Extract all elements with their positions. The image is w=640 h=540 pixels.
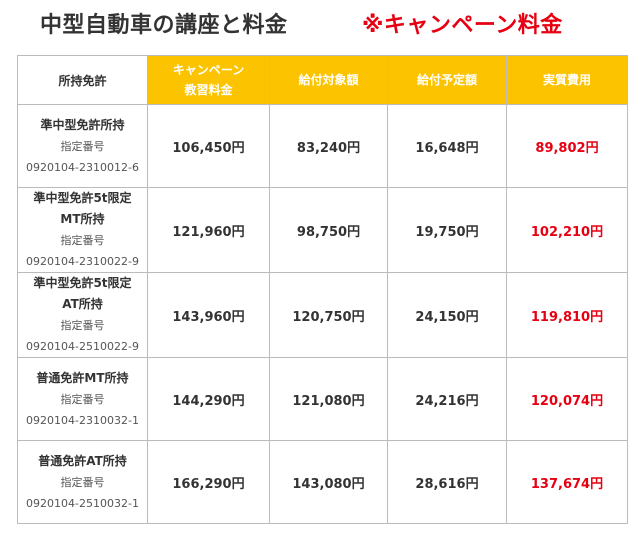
designation-label: 指定番号 <box>60 139 105 153</box>
header-row: 所持免許 キャンペーン 教習料金 給付対象額 給付予定額 実質費用 <box>17 55 628 105</box>
designation-label: 指定番号 <box>60 234 105 247</box>
table-row: 普通免許AT所持 指定番号 0920104-2510032-1 166,290円… <box>17 440 628 524</box>
campaign-fee-cell: 106,450円 <box>147 104 270 188</box>
header-campaign-fee: キャンペーン 教習料金 <box>147 55 270 105</box>
course-name-line2: MT所持 <box>60 212 105 226</box>
campaign-fee-cell: 144,290円 <box>147 357 270 441</box>
designation-number: 0920104-2310012-6 <box>26 160 139 174</box>
course-cell: 準中型免許所持 指定番号 0920104-2310012-6 <box>17 104 148 188</box>
subsidy-planned-cell: 16,648円 <box>387 104 507 188</box>
subsidy-base-cell: 121,080円 <box>269 357 388 441</box>
page-header: 中型自動車の講座と料金 ※キャンペーン料金 <box>0 0 640 46</box>
campaign-fee-cell: 166,290円 <box>147 440 270 524</box>
designation-number: 0920104-2510032-1 <box>26 496 139 510</box>
table-row: 普通免許MT所持 指定番号 0920104-2310032-1 144,290円… <box>17 357 628 441</box>
course-cell: 準中型免許5t限定 AT所持 指定番号 0920104-2510022-9 <box>17 272 148 358</box>
campaign-fee-cell: 143,960円 <box>147 272 270 358</box>
header-campaign-fee-line2: 教習料金 <box>184 83 233 97</box>
campaign-fee-cell: 121,960円 <box>147 187 270 273</box>
designation-label: 指定番号 <box>60 319 105 332</box>
campaign-title: ※キャンペーン料金 <box>362 13 563 38</box>
subsidy-base-cell: 143,080円 <box>269 440 388 524</box>
header-license: 所持免許 <box>17 55 148 105</box>
table-row: 準中型免許5t限定 MT所持 指定番号 0920104-2310022-9 12… <box>17 187 628 273</box>
page-title: 中型自動車の講座と料金 <box>40 13 288 38</box>
subsidy-planned-cell: 28,616円 <box>387 440 507 524</box>
course-name: 普通免許MT所持 <box>36 370 129 385</box>
course-cell: 普通免許AT所持 指定番号 0920104-2510032-1 <box>17 440 148 524</box>
header-campaign-fee-line1: キャンペーン <box>172 63 245 77</box>
actual-cost-cell: 120,074円 <box>506 357 628 441</box>
subsidy-base-cell: 83,240円 <box>269 104 388 188</box>
subsidy-base-cell: 120,750円 <box>269 272 388 358</box>
course-cell: 普通免許MT所持 指定番号 0920104-2310032-1 <box>17 357 148 441</box>
course-name: 準中型免許所持 <box>40 117 125 132</box>
subsidy-base-cell: 98,750円 <box>269 187 388 273</box>
header-subsidy-planned: 給付予定額 <box>387 55 507 105</box>
course-name: 普通免許AT所持 <box>38 453 127 468</box>
course-cell: 準中型免許5t限定 MT所持 指定番号 0920104-2310022-9 <box>17 187 148 273</box>
header-actual-cost: 実質費用 <box>506 55 628 105</box>
designation-label: 指定番号 <box>60 392 105 406</box>
table-row: 準中型免許所持 指定番号 0920104-2310012-6 106,450円 … <box>17 104 628 188</box>
designation-number: 0920104-2310022-9 <box>26 255 139 268</box>
subsidy-planned-cell: 24,150円 <box>387 272 507 358</box>
subsidy-planned-cell: 24,216円 <box>387 357 507 441</box>
table-row: 準中型免許5t限定 AT所持 指定番号 0920104-2510022-9 14… <box>17 272 628 358</box>
subsidy-planned-cell: 19,750円 <box>387 187 507 273</box>
course-name: 準中型免許5t限定 <box>33 191 132 205</box>
actual-cost-cell: 119,810円 <box>506 272 628 358</box>
designation-label: 指定番号 <box>60 475 105 489</box>
actual-cost-cell: 102,210円 <box>506 187 628 273</box>
fee-table: 所持免許 キャンペーン 教習料金 給付対象額 給付予定額 実質費用 準中型免許所… <box>17 55 628 524</box>
actual-cost-cell: 137,674円 <box>506 440 628 524</box>
course-name: 準中型免許5t限定 <box>33 276 132 290</box>
header-subsidy-base: 給付対象額 <box>269 55 388 105</box>
designation-number: 0920104-2310032-1 <box>26 413 139 427</box>
actual-cost-cell: 89,802円 <box>506 104 628 188</box>
course-name-line2: AT所持 <box>62 297 103 311</box>
designation-number: 0920104-2510022-9 <box>26 340 139 353</box>
